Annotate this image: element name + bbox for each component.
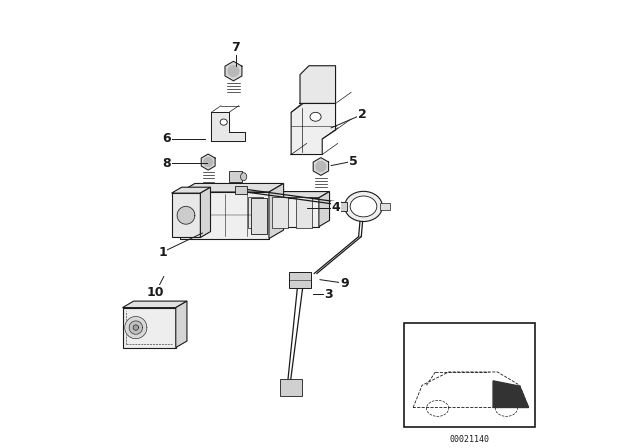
Text: 6: 6 — [163, 133, 171, 146]
Bar — [248, 197, 263, 228]
Polygon shape — [269, 184, 284, 239]
Bar — [296, 197, 312, 228]
Polygon shape — [319, 192, 330, 227]
Polygon shape — [172, 187, 211, 193]
Bar — [404, 323, 535, 427]
Text: 2: 2 — [358, 108, 367, 121]
Ellipse shape — [220, 119, 227, 125]
Polygon shape — [291, 103, 335, 155]
Polygon shape — [172, 193, 200, 237]
Bar — [289, 271, 311, 288]
Text: 10: 10 — [147, 285, 164, 298]
Polygon shape — [300, 66, 335, 103]
Polygon shape — [228, 66, 239, 77]
Polygon shape — [316, 162, 326, 172]
Polygon shape — [225, 61, 242, 81]
Text: 3: 3 — [324, 288, 333, 301]
Bar — [380, 203, 390, 210]
Text: 00021140: 00021140 — [450, 435, 490, 444]
Polygon shape — [241, 192, 330, 198]
Bar — [229, 172, 243, 182]
Polygon shape — [133, 325, 138, 330]
Polygon shape — [125, 316, 147, 339]
Bar — [280, 379, 302, 396]
Polygon shape — [129, 321, 143, 334]
Text: 9: 9 — [340, 277, 349, 290]
Bar — [337, 202, 347, 211]
Polygon shape — [177, 207, 195, 224]
Polygon shape — [180, 184, 284, 192]
Ellipse shape — [310, 112, 321, 121]
Ellipse shape — [350, 196, 377, 217]
Polygon shape — [122, 308, 176, 348]
Polygon shape — [201, 154, 215, 170]
Text: 4: 4 — [331, 201, 340, 214]
Polygon shape — [122, 301, 187, 308]
Text: 1: 1 — [158, 246, 167, 258]
Polygon shape — [241, 198, 319, 227]
Ellipse shape — [344, 191, 382, 221]
Polygon shape — [176, 301, 187, 348]
Polygon shape — [211, 112, 244, 141]
Polygon shape — [313, 158, 328, 175]
Polygon shape — [204, 158, 212, 167]
Text: 8: 8 — [163, 157, 171, 170]
Polygon shape — [180, 192, 269, 239]
Ellipse shape — [241, 172, 247, 181]
Text: 7: 7 — [231, 42, 240, 55]
Bar — [272, 197, 287, 228]
Polygon shape — [200, 187, 211, 237]
Polygon shape — [493, 381, 529, 408]
Bar — [235, 185, 247, 194]
Text: 5: 5 — [349, 155, 358, 168]
Bar — [251, 198, 267, 233]
